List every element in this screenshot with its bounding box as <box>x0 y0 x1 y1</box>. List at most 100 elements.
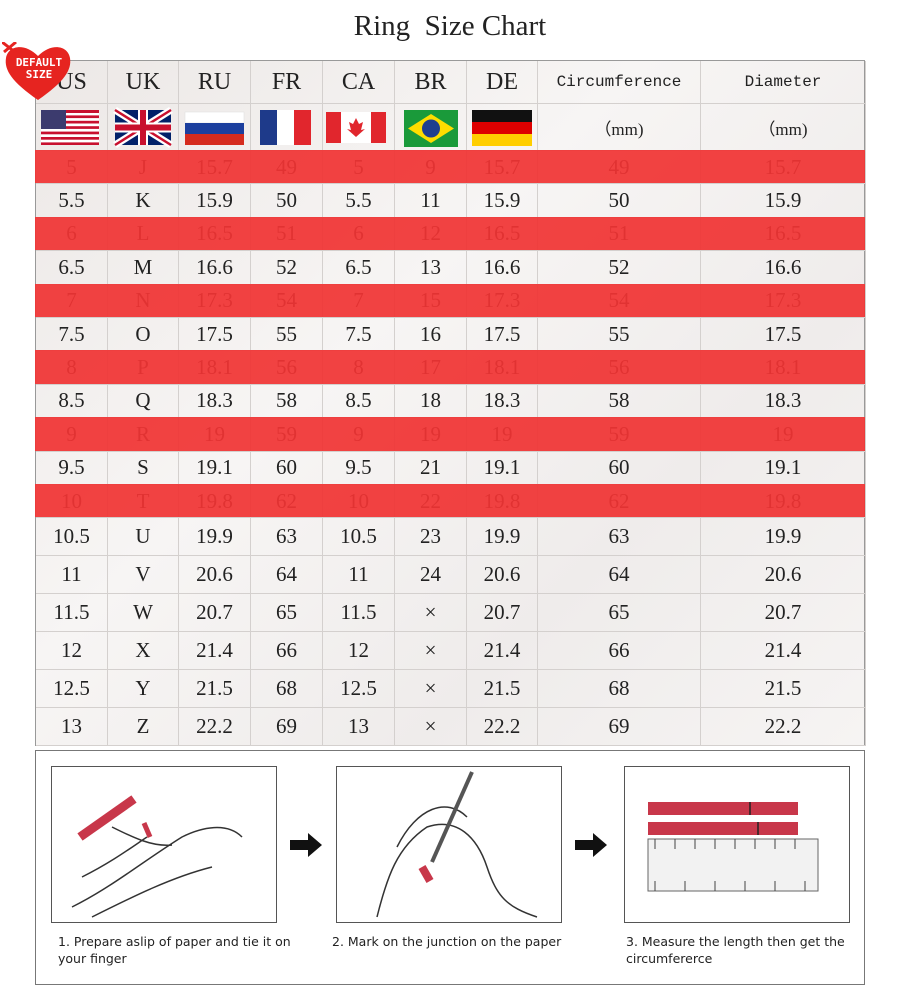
table-cell: 12.5 <box>36 670 108 709</box>
table-cell: 68 <box>538 670 701 709</box>
table-cell: 58 <box>251 384 323 419</box>
table-cell: 60 <box>538 451 701 485</box>
table-cell: 66 <box>538 632 701 671</box>
table-cell: 18.3 <box>179 384 251 419</box>
table-cell: Q <box>108 384 179 419</box>
column-header: FR <box>251 61 323 104</box>
table-cell: 17.5 <box>467 318 538 352</box>
flag-de <box>472 110 532 146</box>
table-cell: 12 <box>323 632 395 671</box>
column-header: Circumference <box>538 61 701 104</box>
table-cell: × <box>395 594 467 633</box>
table-cell: 15.9 <box>701 184 866 218</box>
flag-ru <box>184 111 245 145</box>
hand-illustration <box>376 771 538 918</box>
table-cell: V <box>108 556 179 595</box>
table-cell: 9.5 <box>323 451 395 485</box>
badge-text: DEFAULT SIZE <box>15 56 63 81</box>
table-cell: 19.9 <box>701 518 866 557</box>
table-cell: 19.9 <box>179 518 251 557</box>
arrow <box>575 833 607 857</box>
table-cell: 21.5 <box>701 670 866 709</box>
column-header: UK <box>108 61 179 104</box>
flag-ca <box>326 112 386 143</box>
table-cell: 11 <box>323 556 395 595</box>
table-cell: 19.1 <box>701 451 866 485</box>
table-cell: 21 <box>395 451 467 485</box>
table-cell: 63 <box>251 518 323 557</box>
flag-us <box>41 110 99 145</box>
step-image <box>51 766 277 923</box>
step-caption: 3. Measure the length then get the circu… <box>626 934 845 966</box>
table-cell: 50 <box>538 184 701 218</box>
table-cell: 64 <box>251 556 323 595</box>
table-cell: 11 <box>395 184 467 218</box>
table-cell: 21.4 <box>467 632 538 671</box>
table-cell: 12 <box>36 632 108 671</box>
table-cell: 8.5 <box>36 384 108 419</box>
table-cell: 6.5 <box>36 251 108 285</box>
table-cell: 11.5 <box>36 594 108 633</box>
ruler-illustration <box>647 802 819 892</box>
table-cell: 16.6 <box>467 251 538 285</box>
highlight-row <box>35 216 865 251</box>
table-cell: 16.6 <box>701 251 866 285</box>
table-cell: 22.2 <box>701 708 866 747</box>
table-cell: 13 <box>395 251 467 285</box>
column-header: BR <box>395 61 467 104</box>
highlight-row <box>35 417 865 451</box>
flag-br <box>404 110 458 147</box>
table-cell: 20.7 <box>467 594 538 633</box>
table-cell: 10.5 <box>323 518 395 557</box>
table-cell: S <box>108 451 179 485</box>
highlight-row <box>35 283 865 317</box>
flags <box>41 107 532 148</box>
instructions: 1. Prepare aslip of paper and tie it on … <box>35 750 865 985</box>
table-cell: 17.5 <box>701 318 866 352</box>
table-cell: K <box>108 184 179 218</box>
highlight-row <box>35 484 865 518</box>
table-cell: 18.3 <box>701 384 866 419</box>
step-caption: 1. Prepare aslip of paper and tie it on … <box>58 934 291 966</box>
column-header: RU <box>179 61 251 104</box>
table-cell: 18.3 <box>467 384 538 419</box>
table-cell: 20.6 <box>467 556 538 595</box>
table-cell: 21.5 <box>179 670 251 709</box>
table-cell: 50 <box>251 184 323 218</box>
highlight-row <box>35 150 865 184</box>
table-cell: 13 <box>323 708 395 747</box>
table-cell: 18 <box>395 384 467 419</box>
table-cell: 11.5 <box>323 594 395 633</box>
flag-uk <box>113 107 173 148</box>
table-cell: 15.9 <box>467 184 538 218</box>
table-cell: 20.7 <box>179 594 251 633</box>
table-cell: 21.5 <box>467 670 538 709</box>
table-cell: 16.6 <box>179 251 251 285</box>
table-cell: 19.1 <box>467 451 538 485</box>
table-cell: 69 <box>538 708 701 747</box>
table-cell: 60 <box>251 451 323 485</box>
table-cell: 17.5 <box>179 318 251 352</box>
table-cell: M <box>108 251 179 285</box>
column-header: Diameter <box>701 61 866 104</box>
table-cell: 7.5 <box>323 318 395 352</box>
table-cell: 55 <box>251 318 323 352</box>
table-cell: 8.5 <box>323 384 395 419</box>
table-cell: 63 <box>538 518 701 557</box>
table-cell: 16 <box>395 318 467 352</box>
table-cell: U <box>108 518 179 557</box>
table-cell: 10.5 <box>36 518 108 557</box>
table-cell: 52 <box>538 251 701 285</box>
step-caption: 2. Mark on the junction on the paper <box>332 934 562 949</box>
table-cell: 22.2 <box>179 708 251 747</box>
table-cell: × <box>395 708 467 747</box>
highlight-row <box>35 350 865 384</box>
table-cell: 19.1 <box>179 451 251 485</box>
table-cell: 13 <box>36 708 108 747</box>
table-cell: 69 <box>251 708 323 747</box>
table-cell: 64 <box>538 556 701 595</box>
column-header: DE <box>467 61 538 104</box>
table-cell: Y <box>108 670 179 709</box>
table-cell: 66 <box>251 632 323 671</box>
table-cell: 7.5 <box>36 318 108 352</box>
